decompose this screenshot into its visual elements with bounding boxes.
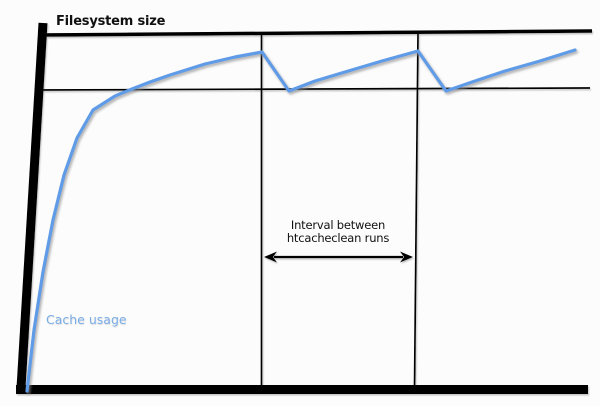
- ink-layer: [16, 22, 593, 394]
- cache-usage-curve: [25, 48, 577, 393]
- y-axis: [16, 22, 48, 389]
- htcacheclean-run-line-2: [413, 32, 419, 390]
- interval-annotation-line2: htcacheclean runs: [286, 231, 390, 245]
- interval-arrow-head-right: [400, 251, 413, 263]
- interval-annotation: Interval between htcacheclean runs: [262, 219, 414, 245]
- interval-arrow-head-left: [264, 251, 277, 263]
- cache-usage-label: Cache usage: [46, 312, 127, 327]
- interval-annotation-line1: Interval between: [290, 218, 386, 232]
- cache-limit-line: [37, 87, 591, 91]
- filesystem-size-line: [37, 29, 593, 37]
- filesystem-size-label: Filesystem size: [56, 14, 166, 29]
